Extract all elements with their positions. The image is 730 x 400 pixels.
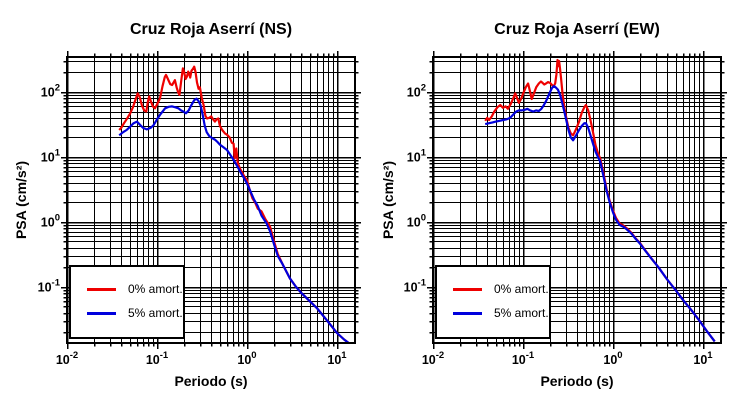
legend-row: 0% amort. <box>87 281 183 297</box>
tick-label: 101 <box>41 147 61 164</box>
curve-ew-series-1 <box>484 85 716 343</box>
legend-label-5pct: 5% amort. <box>128 306 183 320</box>
curve-ns-series-0 <box>118 65 350 343</box>
legend-row: 0% amort. <box>453 281 549 297</box>
plot-ns-title: Cruz Roja Aserrí (NS) <box>129 21 293 38</box>
tick-label: 10-2 <box>56 350 78 367</box>
tick-label: 10-1 <box>512 350 535 367</box>
plot-ns-legend: 0% amort. 5% amort. <box>69 265 185 339</box>
plot-ns: 10-2 10-1 100 101 102 101 100 10-1 <box>38 51 361 367</box>
tick-label: 101 <box>693 350 713 367</box>
tick-label: 100 <box>41 212 60 229</box>
tick-label: 101 <box>327 350 347 367</box>
tick-label: 102 <box>41 82 60 99</box>
blue-line-swatch <box>87 311 116 315</box>
tick-label: 100 <box>603 350 622 367</box>
tick-label: 10-1 <box>404 277 427 294</box>
frame-ew <box>432 56 722 344</box>
plot-ns-x-axis-label: Periodo (s) <box>174 373 248 389</box>
legend-label-5pct: 5% amort. <box>494 306 549 320</box>
tick-label: 10-1 <box>38 277 61 294</box>
red-line-swatch <box>87 287 116 291</box>
tick-label: 10-1 <box>146 350 169 367</box>
frame-ns <box>66 56 356 344</box>
tick-label: 102 <box>407 82 426 99</box>
plot-ew-title: Cruz Roja Aserrí (EW) <box>494 21 660 38</box>
red-line-swatch <box>453 287 482 291</box>
tick-label: 100 <box>237 350 256 367</box>
legend-row: 5% amort. <box>87 305 183 321</box>
plot-ew-x-axis-label: Periodo (s) <box>540 373 614 389</box>
legend-label-0pct: 0% amort. <box>128 282 183 296</box>
tick-label: 10-2 <box>422 350 444 367</box>
tick-label: 101 <box>407 147 427 164</box>
curve-ns-series-1 <box>118 97 350 343</box>
tick-label: 100 <box>407 212 426 229</box>
legend-label-0pct: 0% amort. <box>494 282 549 296</box>
blue-line-swatch <box>453 311 482 315</box>
legend-row: 5% amort. <box>453 305 549 321</box>
plot-ew-legend: 0% amort. 5% amort. <box>435 265 551 339</box>
